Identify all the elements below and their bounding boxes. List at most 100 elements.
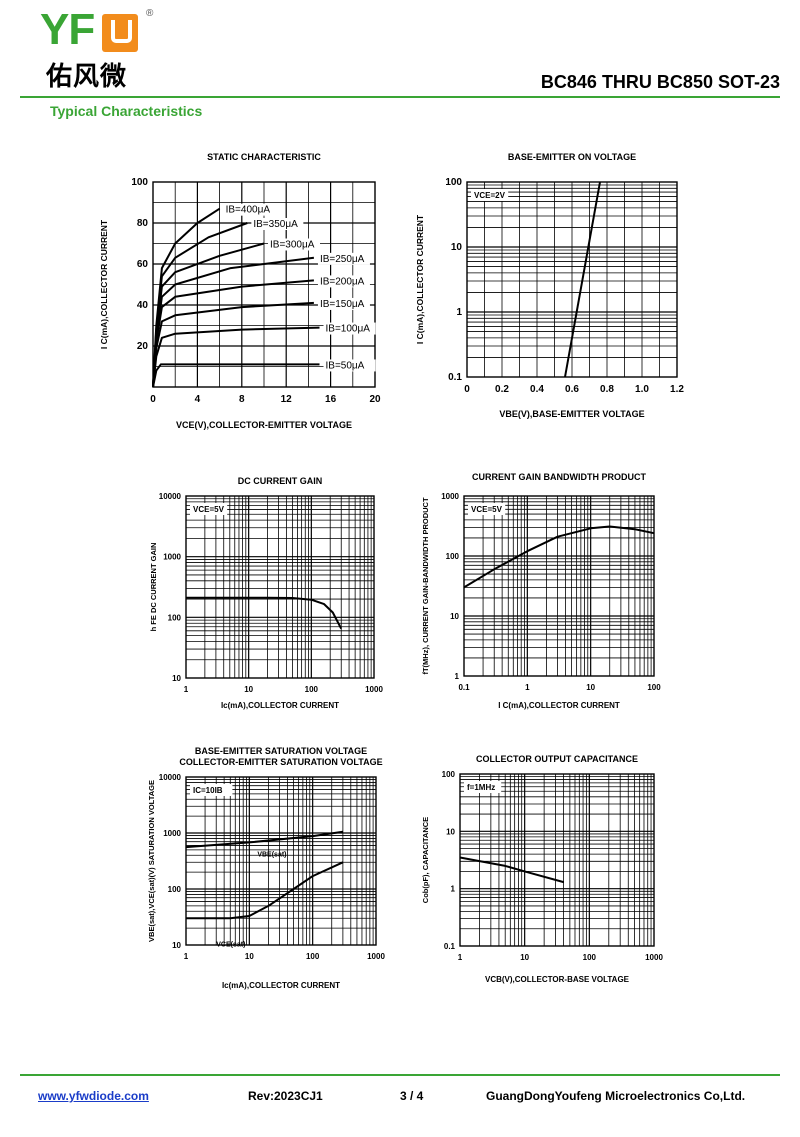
plot-frame [466, 181, 678, 378]
series-label: IB=400μA [226, 205, 271, 216]
annotation-bg [464, 781, 502, 793]
chart-title: STATIC CHARACTERISTIC [207, 152, 321, 162]
x-tick-label: 10 [244, 685, 253, 694]
x-tick-label: 10 [520, 953, 529, 962]
y-tick-label: 20 [137, 341, 149, 352]
x-tick-label: 1 [184, 685, 189, 694]
chart-collector-output-capacitance: COLLECTOR OUTPUT CAPACITANCE 1 10 100 1000 0.… [421, 754, 663, 984]
x-tick-label: 1.2 [670, 384, 684, 395]
series-line [564, 181, 601, 378]
plot-frame [185, 495, 375, 679]
series-label: VCE(sat) [216, 941, 245, 948]
chart-annotation: VCE=2V [474, 191, 506, 200]
chart-annotation: VCE=5V [471, 505, 503, 514]
x-axis-label: VCB(V),COLLECTOR-BASE VOLTAGE [485, 975, 630, 984]
x-tick-label: 16 [325, 394, 337, 405]
x-tick-label: 10 [586, 683, 595, 692]
y-tick-label: 1 [455, 672, 460, 681]
x-tick-label: 100 [305, 685, 319, 694]
chart-grid [460, 774, 654, 946]
company-logo: YF ® 佑风微 [40, 5, 160, 93]
chart-base-emitter-on-voltage: BASE-EMITTER ON VOLTAGE 0 0.2 0.4 0.6 0.8 1.0 1… [415, 152, 684, 419]
series-label-bg [268, 238, 320, 251]
x-tick-label: 1.0 [635, 384, 649, 395]
footer-page-number: 3 / 4 [400, 1089, 424, 1103]
x-tick-label: 0.8 [600, 384, 614, 395]
annotation-bg [471, 189, 509, 201]
chart-static-characteristic: STATIC CHARACTERISTIC 0 4 8 12 16 20 20 40 60 80 10… [99, 152, 381, 430]
logo-w-icon [102, 14, 138, 52]
series-label-bg [323, 359, 376, 372]
y-tick-label: 10000 [159, 773, 182, 782]
y-tick-label: 1000 [163, 829, 181, 838]
y-tick-label: 1000 [441, 492, 459, 501]
chart-title: BASE-EMITTER SATURATION VOLTAGE [195, 746, 367, 756]
website-link[interactable]: www.yfwdiode.com [38, 1089, 149, 1103]
x-tick-label: 100 [583, 953, 597, 962]
chart-title: COLLECTOR OUTPUT CAPACITANCE [476, 754, 638, 764]
y-tick-label: 100 [445, 177, 462, 188]
series-line [186, 861, 344, 920]
y-axis-label: Cob(pF), CAPACITANCE [421, 817, 430, 903]
y-tick-label: 100 [168, 885, 182, 894]
chart-gain-bandwidth-product: CURRENT GAIN BANDWIDTH PRODUCT 0.1 1 10 100 1… [421, 472, 661, 710]
series-label-bg [251, 218, 304, 230]
logo-yf-text: YF [40, 5, 95, 54]
x-axis-label: Ic(mA),COLLECTOR CURRENT [221, 701, 339, 710]
series-label: IB=200μA [320, 276, 365, 287]
y-axis-label: I C(mA),COLLECTOR CURRENT [415, 214, 425, 344]
y-tick-label: 100 [442, 770, 456, 779]
y-tick-label: 10000 [159, 492, 182, 501]
footer-website[interactable]: www.yfwdiode.com [38, 1089, 149, 1103]
series-line [152, 326, 320, 388]
x-tick-label: 10 [245, 952, 254, 961]
series-label: IB=150μA [320, 299, 365, 310]
chart-grid [467, 182, 677, 377]
series-label-bg [317, 297, 370, 310]
plot-frame [152, 181, 376, 388]
series-label: IB=50μA [326, 360, 365, 371]
chart-title: DC CURRENT GAIN [238, 476, 323, 486]
x-tick-label: 1000 [367, 952, 385, 961]
y-tick-label: 0.1 [448, 372, 462, 383]
chart-annotation: IC=10IB [193, 786, 223, 795]
footer-company: GuangDongYoufeng Microelectronics Co,Ltd… [486, 1089, 746, 1103]
x-tick-label: 1 [184, 952, 189, 961]
x-tick-label: 1000 [365, 685, 383, 694]
chart-grid [464, 496, 654, 676]
annotation-bg [190, 503, 228, 515]
series-line [459, 856, 564, 884]
y-tick-label: 0.1 [444, 942, 456, 951]
series-label: VBE(sat) [257, 851, 286, 858]
x-tick-label: 1 [525, 683, 530, 692]
plot-frame [459, 773, 655, 947]
x-tick-label: 100 [306, 952, 320, 961]
series-line [463, 525, 655, 589]
y-tick-label: 10 [172, 941, 181, 950]
x-tick-label: 1000 [645, 953, 663, 962]
x-axis-label: Ic(mA),COLLECTOR CURRENT [222, 981, 340, 990]
document-title: BC846 THRU BC850 SOT-23 [540, 72, 780, 92]
plot-frame [185, 776, 377, 946]
chart-saturation-voltage: BASE-EMITTER SATURATION VOLTAGECOLLECTOR… [147, 746, 385, 990]
x-tick-label: 0 [464, 384, 470, 395]
x-tick-label: 12 [281, 394, 293, 405]
x-axis-label: VCE(V),COLLECTOR-EMITTER VOLTAGE [176, 420, 352, 430]
x-tick-label: 20 [369, 394, 381, 405]
x-tick-label: 0.4 [530, 384, 544, 395]
y-tick-label: 100 [446, 552, 460, 561]
header-divider [20, 96, 780, 98]
x-axis-label: I C(mA),COLLECTOR CURRENT [498, 701, 620, 710]
y-tick-label: 100 [168, 613, 182, 622]
series-label-bg [323, 322, 376, 335]
series-label-bg [317, 252, 370, 265]
series-line [152, 363, 320, 388]
x-tick-label: 100 [647, 683, 661, 692]
y-tick-label: 1000 [163, 553, 181, 562]
series-line [152, 207, 221, 388]
x-tick-label: 0.6 [565, 384, 579, 395]
registered-mark: ® [146, 8, 154, 19]
x-tick-label: 0 [150, 394, 156, 405]
y-axis-label: h FE DC CURRENT GAIN [149, 543, 158, 632]
